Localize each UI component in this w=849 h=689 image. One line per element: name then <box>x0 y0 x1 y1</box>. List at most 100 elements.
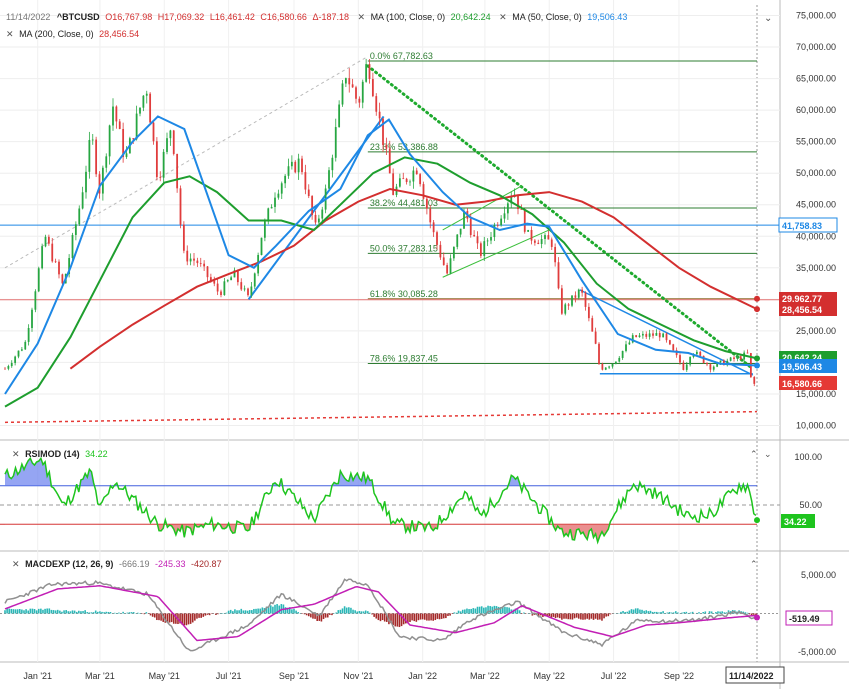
candle-body <box>493 225 496 238</box>
macd-histogram-bar <box>419 613 422 620</box>
rsi-close-icon[interactable]: ✕ <box>12 449 20 459</box>
macd-histogram-bar <box>577 613 580 619</box>
macd-chevron-up-icon[interactable]: ⌃ <box>750 559 758 569</box>
macd-histogram-bar <box>432 613 435 621</box>
candle-body <box>436 232 438 245</box>
macd-histogram-bar <box>445 613 447 619</box>
macd-histogram-bar <box>748 613 751 615</box>
candle-body <box>274 197 276 207</box>
macd-histogram-bar <box>4 610 6 614</box>
macd-histogram-bar <box>464 609 466 614</box>
candle-body <box>47 236 50 244</box>
macd-histogram-bar <box>189 613 192 624</box>
macd-label: MACDEXP (12, 26, 9) <box>25 559 113 569</box>
header-close: C16,580.66 <box>260 12 307 22</box>
macd-histogram-bar <box>677 612 679 614</box>
candle-body <box>68 258 71 274</box>
macd-histogram-bar <box>253 608 255 614</box>
rsi-chevron-up-icon[interactable]: ⌃ <box>750 449 758 459</box>
macd-histogram-bar <box>670 612 673 614</box>
price-tick-label: 55,000.00 <box>796 137 836 147</box>
tag-fib61: 29,962.77 <box>779 292 837 305</box>
candle-body <box>625 344 627 351</box>
macd-histogram-bar <box>542 613 544 617</box>
macd-histogram-bar <box>320 613 323 622</box>
trendline-annotations[interactable] <box>4 56 758 424</box>
candle-body <box>463 210 465 229</box>
macd-histogram-bar <box>468 609 470 614</box>
candle-body <box>348 78 351 85</box>
candle-body <box>189 258 192 262</box>
candle-body <box>118 121 121 129</box>
candle-body <box>17 350 20 357</box>
candle-body <box>371 78 374 97</box>
macd-histogram-bar <box>25 609 27 614</box>
macd-histogram-bar <box>554 613 557 619</box>
fib-level-label: 0.0% 67,782.63 <box>370 51 433 61</box>
macd-histogram-bar <box>594 613 597 619</box>
macd-histogram-bar <box>310 613 312 618</box>
macd-histogram-bar <box>637 608 639 614</box>
legend-x-icon[interactable]: ✕ <box>358 12 366 22</box>
macd-close-icon[interactable]: ✕ <box>12 559 20 569</box>
macd-histogram-bar <box>54 610 57 614</box>
rsi-chevron-down-icon[interactable]: ⌄ <box>764 449 772 459</box>
macd-histogram-bar <box>84 610 86 614</box>
candle-body <box>334 127 337 158</box>
candle-body <box>4 368 6 370</box>
macd-histogram-bar <box>132 612 135 614</box>
macd-histogram-bar <box>470 608 472 614</box>
macd-histogram-bar <box>364 610 367 614</box>
macd-histogram-bar <box>46 608 48 614</box>
legend-x-icon[interactable]: ✕ <box>6 29 14 39</box>
tag-ma50: 19,506.43 <box>779 359 837 373</box>
chevron-down-icon[interactable]: ⌄ <box>764 13 772 24</box>
candle-body <box>415 170 418 175</box>
macd-histogram-bar <box>653 611 656 614</box>
ma100-line <box>4 156 758 408</box>
legend-x-icon[interactable]: ✕ <box>499 12 507 22</box>
candle-body <box>358 98 361 103</box>
macd-histogram-bar <box>170 613 173 623</box>
macd-histogram-bar <box>371 613 373 615</box>
macd-histogram-bar <box>86 612 89 614</box>
macd-histogram-bar <box>115 612 118 614</box>
candle-body <box>709 364 712 370</box>
macd-histogram-bar <box>65 610 67 614</box>
candle-body <box>452 246 455 259</box>
macd-histogram-bar <box>236 610 238 614</box>
macd-histogram-bar <box>632 609 635 614</box>
candle-body <box>638 335 641 338</box>
macd-histogram-bar <box>489 606 491 614</box>
candle-body <box>722 360 725 366</box>
macd-histogram-bar <box>628 610 631 614</box>
macd-histogram-bar <box>14 609 17 614</box>
macd-histogram-bar <box>575 613 578 618</box>
macd-histogram-bar <box>417 613 420 621</box>
dotted-downtrend-line <box>366 64 755 371</box>
macd-histogram-bar <box>379 613 382 622</box>
macd-histogram-bar <box>639 609 641 614</box>
price-tick-label: 15,000.00 <box>796 389 836 399</box>
candle-body <box>328 170 330 189</box>
candle-body <box>263 221 266 238</box>
macd-histogram-bar <box>736 611 738 614</box>
candle-body <box>530 229 533 241</box>
candle-body <box>520 209 523 210</box>
candle-body <box>577 289 580 298</box>
time-tick-label: May '21 <box>149 671 180 681</box>
macd-histogram-bar <box>345 607 348 614</box>
macd-histogram-bar <box>331 613 333 616</box>
tag-rsi: 34.22 <box>781 514 815 528</box>
macd-histogram-bar <box>394 613 397 627</box>
macd-histogram-bar <box>94 610 97 614</box>
price-tick-label: 65,000.00 <box>796 74 836 84</box>
price-tick-label: 25,000.00 <box>796 326 836 336</box>
fibonacci-retracement[interactable]: 0.0% 67,782.63 23.6% 53,386.88 38.2% 44,48… <box>0 51 780 364</box>
candle-body <box>405 178 408 183</box>
macd-histogram-bar <box>582 613 584 620</box>
candle-body <box>122 128 125 157</box>
price-tick-label: 40,000.00 <box>796 231 836 241</box>
macd-histogram-bar <box>6 608 8 614</box>
